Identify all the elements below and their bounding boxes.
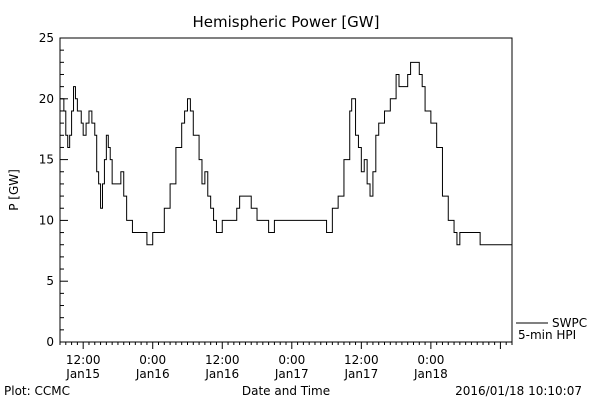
x-tick-label-time: 0:00 (278, 353, 305, 367)
plot-frame (59, 37, 513, 343)
x-tick-label-time: 12:00 (66, 353, 101, 367)
series-group (60, 61, 512, 246)
x-tick-label-time: 12:00 (205, 353, 240, 367)
x-axis-label: Date and Time (242, 384, 330, 398)
chart-title: Hemispheric Power [GW] (193, 13, 380, 31)
y-tick-label: 10 (39, 213, 54, 227)
series-line (60, 61, 512, 246)
y-axis-label: P [GW] (7, 169, 21, 211)
x-tick-label-date: Jan16 (135, 367, 170, 381)
y-tick-label: 15 (39, 153, 54, 167)
legend-label-line2: 5-min HPI (518, 328, 576, 342)
x-tick-label-time: 0:00 (417, 353, 444, 367)
x-tick-label-time: 0:00 (139, 353, 166, 367)
x-tick-label-date: Jan16 (204, 367, 239, 381)
x-tick-label-date: Jan18 (413, 367, 448, 381)
y-tick-label: 20 (39, 92, 54, 106)
x-tick-label-time: 12:00 (344, 353, 379, 367)
x-tick-label-date: Jan15 (65, 367, 100, 381)
plot-credit: Plot: CCMC (4, 384, 70, 398)
x-tick-label-date: Jan17 (343, 367, 378, 381)
y-axis: 0 5 10 15 20 25 (39, 31, 68, 349)
legend-label-line1: SWPC (552, 316, 587, 330)
plot-timestamp: 2016/01/18 10:10:07 (455, 384, 582, 398)
x-tick-label-date: Jan17 (274, 367, 309, 381)
y-tick-label: 5 (46, 274, 54, 288)
y-tick-label: 25 (39, 31, 54, 45)
y-tick-label: 0 (46, 335, 54, 349)
legend: SWPC 5-min HPI (516, 316, 587, 342)
x-axis: 12:00Jan150:00Jan1612:00Jan160:00Jan1712… (59, 342, 513, 381)
